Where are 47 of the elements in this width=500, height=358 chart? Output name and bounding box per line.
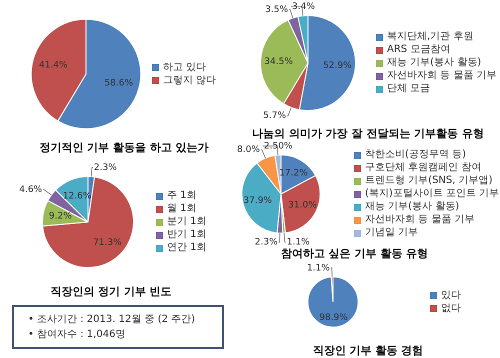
data-label: 8.0% (237, 145, 260, 156)
legend-label: 단체 모금 (387, 83, 430, 95)
legend-label: 주 1회 (167, 190, 197, 202)
legend-label: 재능 기부(봉사 활동) (387, 57, 482, 69)
text: • 조사기간 : 2013. 12월 중 (2 주간) (28, 314, 196, 325)
data-label: 9.2% (48, 212, 72, 222)
legend-label: 자선바자회 등 물품 기부 (365, 214, 475, 226)
legend-label: 하고 있다 (163, 62, 206, 74)
legend-label: 월 1회 (167, 203, 197, 215)
text: 직장인의 정기 기부 빈도 (49, 284, 173, 299)
data-label: 31.0% (288, 200, 318, 211)
data-label: 2.3% (254, 237, 278, 248)
text: 직장인 기부 활동 경험 (312, 343, 424, 358)
data-label: 2.50% (264, 141, 293, 152)
data-label: 37.9% (243, 196, 272, 206)
text: • 참여자수 : 1,046명 (28, 329, 126, 340)
legend-label: 분기 1회 (167, 216, 207, 228)
data-label: 58.6% (104, 78, 134, 88)
data-label: 41.4% (38, 60, 68, 70)
data-label: 52.9% (323, 61, 352, 72)
data-label: 3.4% (292, 2, 316, 12)
legend-label: 기념일 기부 (365, 227, 418, 239)
data-label: 2.3% (94, 162, 118, 173)
data-label: 4.6% (19, 185, 43, 196)
data-label: 34.5% (264, 56, 294, 67)
legend-label: 자선바자회 등 물품 기부 (387, 70, 497, 82)
legend-label: (복지)포털사이트 포인트 기부 (365, 188, 500, 200)
legend-label: 없다 (441, 302, 461, 314)
text: 정기적인 기부 활동을 하고 있는가 (39, 141, 209, 154)
legend-label: 그렇지 않다 (163, 74, 216, 86)
data-label: 1.1% (286, 237, 310, 248)
data-label: 71.3% (93, 238, 122, 248)
data-label: 5.7% (263, 111, 286, 122)
data-label: 1.1% (306, 263, 330, 274)
legend-label: 착한소비(공정무역 등) (365, 149, 466, 161)
data-label: 3.5% (265, 4, 288, 15)
text: 나눔의 의미가 가장 잘 전달되는 기부활동 유형 (251, 126, 485, 141)
legend-label: 복지단체,기관 후원 (387, 31, 474, 43)
legend-label: 재능 기부(봉사 활동) (365, 201, 460, 213)
legend-label: 있다 (441, 290, 461, 302)
legend-label: 트렌드형 기부(SNS, 기부앱) (365, 175, 493, 187)
legend-label: 구호단체 후원캠페인 참여 (365, 162, 482, 174)
data-label: 98.9% (319, 312, 348, 323)
text: 참여하고 싶은 기부 활동 유형 (280, 246, 430, 261)
legend-label: 연간 1회 (167, 242, 207, 254)
legend-label: 반기 1회 (167, 229, 207, 241)
legend-label: ARS 모금참여 (387, 44, 450, 56)
